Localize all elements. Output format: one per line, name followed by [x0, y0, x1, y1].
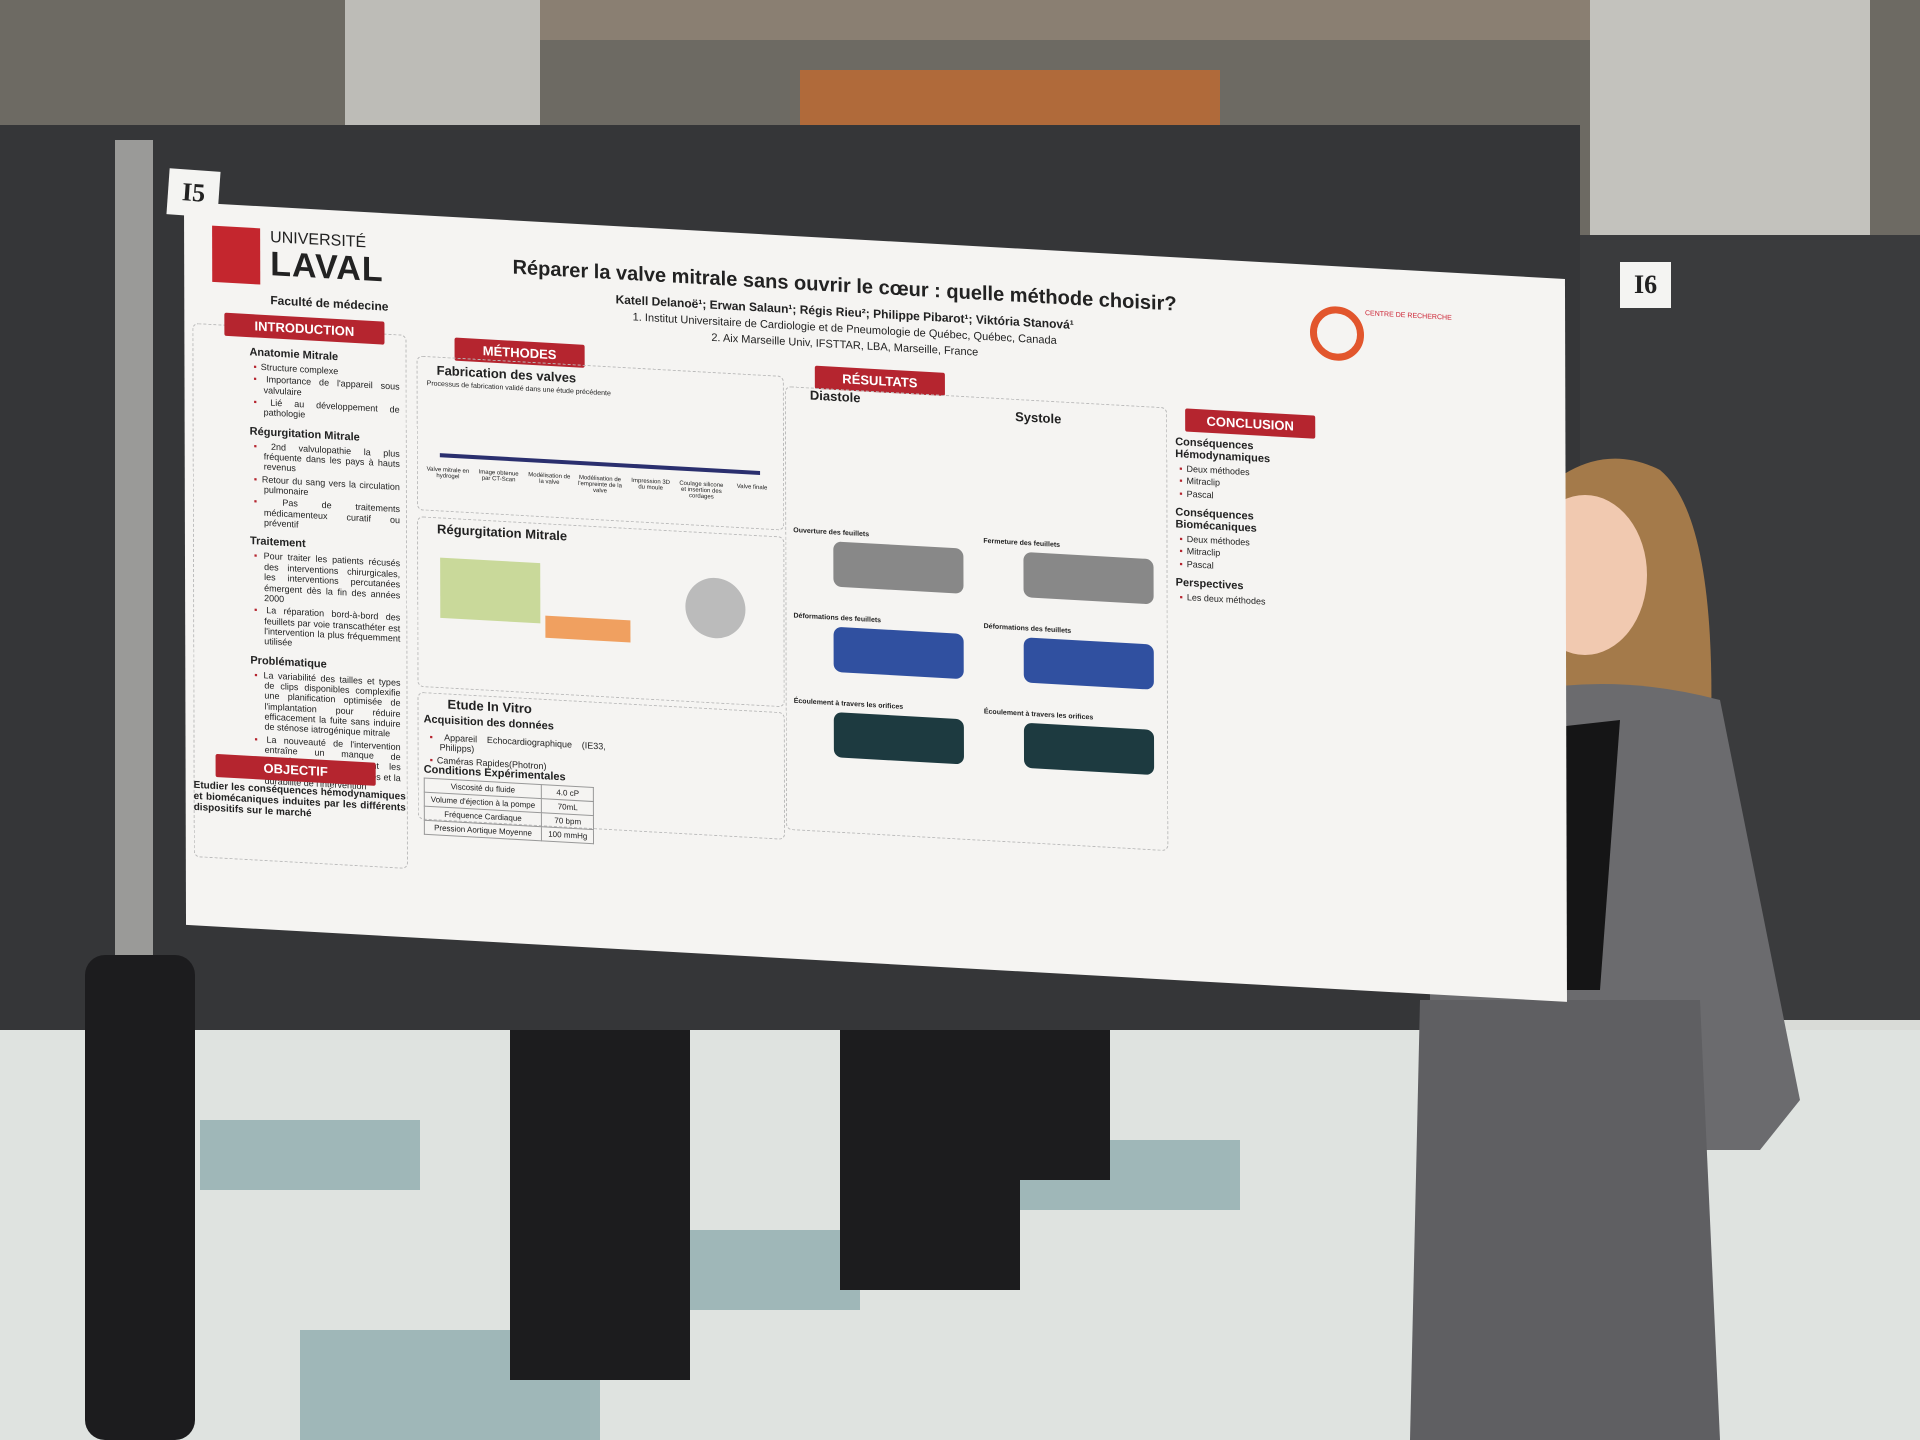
legs — [510, 1030, 690, 1380]
faculty: Faculté de médecine — [270, 293, 389, 314]
subsection-title: Diastole — [809, 387, 861, 406]
subheading: Conséquences Hémodynamiques — [1175, 435, 1271, 466]
step-label: Modélisation de la valve — [528, 472, 571, 486]
bullet: Pour traiter les patients récusés des in… — [264, 551, 401, 611]
flow-figure — [545, 615, 631, 643]
poster-tube — [85, 955, 195, 1440]
conclusion-body: Conséquences HémodynamiquesDeux méthodes… — [1175, 428, 1316, 612]
tile — [200, 1120, 420, 1190]
panel-image — [833, 712, 964, 765]
step-label: Impression 3D du moule — [631, 477, 671, 492]
bullet: La réparation bord-à-bord des feuillets … — [264, 605, 400, 654]
panel-image — [1023, 637, 1154, 690]
bullet: 2nd valvulopathie la plus fréquente dans… — [264, 441, 400, 480]
logo-shield — [212, 225, 261, 285]
university-name: LAVAL — [270, 244, 384, 290]
pants — [1410, 1000, 1720, 1440]
poster: UNIVERSITÉ LAVAL Faculté de médecine Rép… — [184, 202, 1567, 1002]
panel-image — [1023, 551, 1154, 605]
table-cell: 100 mmHg — [541, 826, 594, 844]
step-label: Valve finale — [736, 483, 768, 492]
panel-image — [833, 541, 964, 594]
flow-figure — [440, 557, 541, 624]
intro-body: Anatomie MitraleStructure complexeImport… — [249, 338, 400, 796]
pillar — [1590, 0, 1870, 240]
subsection-title: Systole — [1015, 408, 1062, 427]
iucpq-logo — [1309, 304, 1365, 363]
poster-number: I6 — [1620, 262, 1672, 308]
legs — [840, 1030, 1020, 1290]
centre: CENTRE DE RECHERCHE — [1364, 310, 1452, 322]
visitors — [85, 955, 1110, 1440]
bullet: Pas de traitements médicamenteux curatif… — [264, 497, 400, 536]
board-frame — [115, 140, 153, 960]
legs — [1000, 1030, 1110, 1180]
panel-image — [1023, 722, 1155, 776]
step-label: Coulage silicone et insertion des cordag… — [679, 480, 724, 501]
step-label: Modélisation de l'empreinte de la valve — [578, 474, 622, 495]
bullet: La variabilité des tailles et types de c… — [264, 670, 401, 740]
subheading: Conséquences Biomécaniques — [1175, 506, 1257, 535]
step-label: Image obtenue par CT-Scan — [478, 469, 519, 484]
step-label: Valve mitrale en hydrogel — [426, 466, 470, 481]
panel-image — [833, 626, 964, 680]
conditions-table: Viscosité du fluide 4.0 cP Volume d'éjecti… — [424, 778, 595, 845]
ceiling — [540, 0, 1590, 40]
